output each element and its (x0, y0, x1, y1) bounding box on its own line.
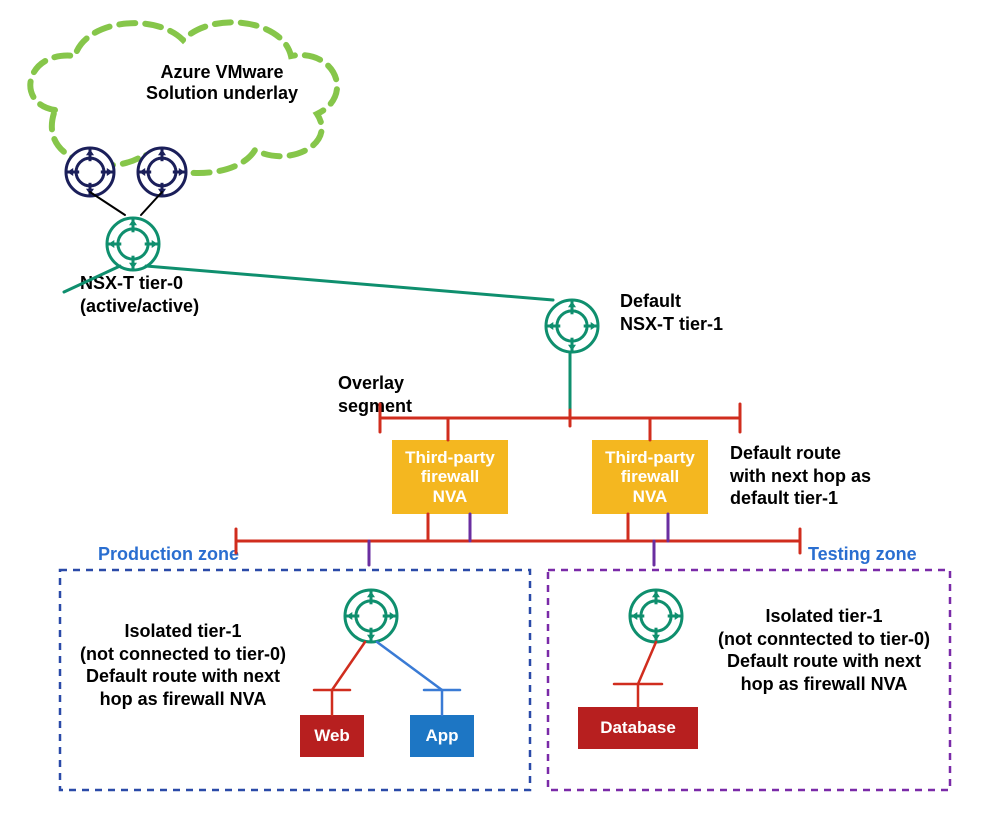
app-box: App (410, 715, 474, 757)
test-zone-label: Testing zone (808, 544, 917, 565)
overlay-segment-line2: segment (338, 396, 412, 416)
prod-text-3: Default route with next (86, 666, 280, 686)
test-zone-text: Isolated tier-1 (not conntected to tier-… (718, 605, 930, 695)
cloud-title: Azure VMware Solution underlay (112, 62, 332, 104)
diagram-stage: { "canvas": { "w": 985, "h": 823, "bg": … (0, 0, 985, 823)
default-route-line1: Default route (730, 443, 841, 463)
default-route-label: Default route with next hop as default t… (730, 442, 871, 510)
prod-text-2: (not connected to tier-0) (80, 644, 286, 664)
tier0-label-line2: (active/active) (80, 296, 199, 316)
test-text-3: Default route with next (727, 651, 921, 671)
default-route-line3: default tier-1 (730, 488, 838, 508)
overlay-segment-label: Overlay segment (338, 372, 412, 417)
tier0-label: NSX-T tier-0 (active/active) (80, 272, 199, 317)
nva-box-2: Third-party firewall NVA (592, 440, 708, 514)
db-box: Database (578, 707, 698, 749)
cloud-title-line1: Azure VMware (160, 62, 283, 82)
tier0-label-line1: NSX-T tier-0 (80, 273, 183, 293)
web-box: Web (300, 715, 364, 757)
prod-zone-text: Isolated tier-1 (not connected to tier-0… (80, 620, 286, 710)
overlay-segment-line1: Overlay (338, 373, 404, 393)
tier1-default-line2: NSX-T tier-1 (620, 314, 723, 334)
default-route-line2: with next hop as (730, 466, 871, 486)
prod-zone-label: Production zone (98, 544, 239, 565)
cloud-title-line2: Solution underlay (146, 83, 298, 103)
tier1-default-label: Default NSX-T tier-1 (620, 290, 723, 335)
prod-text-1: Isolated tier-1 (124, 621, 241, 641)
test-text-2: (not conntected to tier-0) (718, 629, 930, 649)
tier1-default-line1: Default (620, 291, 681, 311)
nva-box-1: Third-party firewall NVA (392, 440, 508, 514)
test-text-4: hop as firewall NVA (741, 674, 908, 694)
prod-text-4: hop as firewall NVA (100, 689, 267, 709)
test-text-1: Isolated tier-1 (765, 606, 882, 626)
